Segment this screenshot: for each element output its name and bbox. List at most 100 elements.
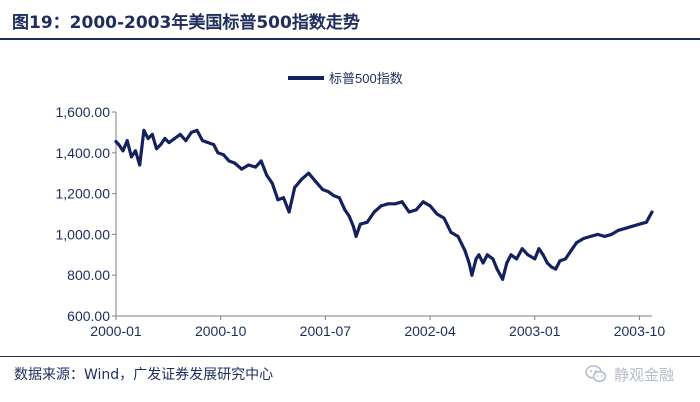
watermark-text: 静观金融: [614, 365, 675, 384]
title-bar: 图19：2000-2003年美国标普500指数走势: [0, 0, 700, 40]
data-point: [533, 257, 537, 261]
data-point: [501, 277, 505, 281]
data-point: [227, 159, 231, 163]
x-axis: 2000-01 2000-10 2001-07 2002-04 2003-01 2003-…: [90, 315, 666, 339]
data-point: [596, 232, 600, 236]
data-point: [610, 232, 613, 236]
data-point: [550, 265, 553, 269]
data-point: [114, 140, 118, 144]
data-point: [545, 261, 549, 265]
data-point: [212, 143, 216, 147]
x-tick-label: 2001-07: [300, 323, 352, 339]
data-point: [201, 139, 204, 143]
data-point: [414, 208, 418, 212]
data-point: [631, 224, 634, 228]
data-point: [637, 222, 641, 226]
data-point: [386, 202, 390, 206]
data-point: [351, 224, 355, 228]
data-point: [150, 132, 154, 136]
data-point: [240, 167, 244, 171]
data-point: [558, 259, 562, 263]
data-point: [495, 267, 499, 271]
data-point: [379, 204, 383, 208]
data-point: [365, 220, 369, 224]
data-point: [270, 181, 274, 185]
data-point: [603, 234, 606, 238]
data-point: [442, 216, 446, 220]
data-source-note: 数据来源：Wind，广发证券发展研究中心: [14, 367, 274, 383]
data-point: [293, 186, 297, 189]
data-point: [254, 165, 258, 169]
data-point: [282, 196, 285, 200]
data-point: [326, 190, 330, 194]
data-point: [321, 188, 325, 191]
data-point: [222, 153, 225, 157]
data-point: [195, 128, 199, 132]
x-tick-label: 2003-10: [614, 323, 666, 339]
data-point: [300, 177, 304, 181]
data-point: [541, 253, 545, 257]
data-point: [456, 234, 460, 238]
data-point: [477, 253, 481, 257]
data-point: [233, 161, 237, 165]
series-layer: [114, 128, 654, 281]
data-point: [650, 210, 654, 214]
y-tick-label: 600.00: [67, 308, 110, 324]
data-point: [216, 151, 220, 155]
data-point: [569, 249, 573, 253]
data-point: [178, 132, 182, 136]
data-point: [463, 249, 467, 253]
data-point: [138, 163, 142, 167]
data-point: [276, 198, 280, 202]
data-point: [435, 212, 439, 216]
data-point: [481, 261, 485, 265]
data-point: [449, 230, 453, 234]
data-point: [526, 253, 530, 257]
x-tick-label: 2000-01: [90, 323, 142, 339]
data-point: [467, 261, 471, 265]
data-point: [428, 204, 432, 208]
data-point: [354, 234, 358, 238]
data-point: [247, 163, 251, 167]
data-point: [343, 208, 347, 212]
data-point: [173, 137, 177, 140]
series-line-sp500: [114, 128, 654, 281]
data-point: [159, 143, 163, 147]
data-point: [372, 210, 376, 214]
data-point: [259, 159, 263, 163]
y-axis: 600.00 800.00 1,000.00 1,200.00 1,400.00 1,60…: [56, 104, 117, 324]
x-tick-label: 2000-10: [195, 323, 247, 339]
data-point: [146, 137, 150, 140]
data-point: [189, 130, 193, 134]
data-point: [407, 210, 411, 214]
data-point: [537, 247, 541, 251]
data-point: [582, 237, 586, 240]
line-chart: 标普500指数 600.00 800.00 1,000.00 1,200.00 1,40…: [56, 71, 666, 339]
data-point: [470, 273, 474, 277]
data-point: [184, 139, 188, 143]
data-point: [125, 139, 129, 143]
legend-label: 标普500指数: [329, 71, 403, 86]
data-point: [332, 194, 336, 198]
data-point: [624, 226, 627, 230]
data-point: [337, 196, 341, 200]
data-point: [163, 137, 167, 140]
data-point: [505, 261, 509, 265]
data-point: [142, 128, 146, 132]
data-point: [307, 171, 311, 175]
data-point: [121, 149, 125, 153]
data-point: [575, 241, 579, 245]
data-point: [358, 222, 362, 226]
data-point: [287, 210, 291, 214]
data-point: [515, 257, 519, 261]
data-point: [474, 257, 478, 261]
y-tick-label: 1,600.00: [56, 104, 111, 120]
data-point: [421, 200, 425, 204]
data-point: [589, 234, 593, 238]
y-tick-label: 1,400.00: [56, 145, 111, 161]
data-point: [314, 179, 318, 183]
bottom-rule: [0, 356, 700, 357]
data-point: [509, 253, 513, 257]
legend: 标普500指数: [288, 71, 403, 86]
x-tick-label: 2002-04: [404, 323, 456, 339]
